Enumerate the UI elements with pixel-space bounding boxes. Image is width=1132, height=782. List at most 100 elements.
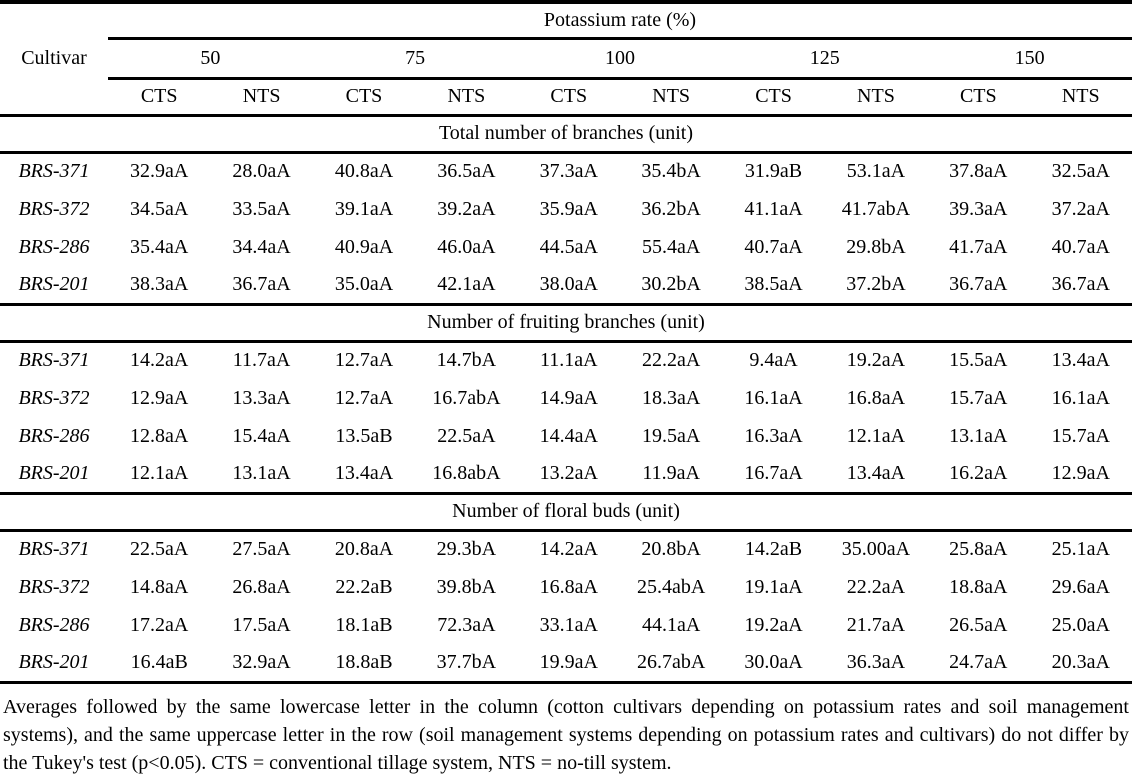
- value-cell: 22.2aA: [846, 575, 906, 598]
- potassium-rate-header: Potassium rate (%): [108, 2, 1132, 40]
- value-cell: 14.2aA: [130, 349, 189, 372]
- value-cell: 25.1aA: [1051, 538, 1110, 561]
- cultivar-cell: BRS-371: [18, 538, 90, 561]
- cultivar-cell: BRS-201: [18, 461, 90, 484]
- value-cell: 12.7aA: [334, 386, 394, 409]
- rate-header-100: 100: [517, 38, 723, 80]
- system-header-nts-100: NTS: [619, 78, 723, 117]
- value-cell: 12.9aA: [1051, 461, 1110, 484]
- value-cell: 19.1aA: [744, 575, 803, 598]
- value-cell: 25.8aA: [949, 538, 1008, 561]
- cultivar-cell: BRS-201: [18, 272, 90, 295]
- value-cell: 37.2bA: [846, 272, 906, 295]
- value-cell: 36.3aA: [824, 644, 928, 684]
- value-cell: 37.3aA: [539, 160, 598, 183]
- section-title-row: Number of floral buds (unit): [0, 491, 1132, 532]
- value-cell: 17.2aA: [130, 613, 189, 636]
- system-header-cts-75: CTS: [312, 78, 416, 117]
- value-cell: 16.7abA: [432, 386, 501, 409]
- value-cell: 44.5aA: [539, 235, 598, 258]
- cultivar-cell: BRS-371: [18, 160, 90, 183]
- section-title: Total number of branches (unit): [0, 113, 1132, 154]
- rate-header-50: 50: [108, 38, 313, 80]
- cultivar-cell: BRS-371: [18, 349, 90, 372]
- value-cell: 15.7aA: [949, 386, 1008, 409]
- value-cell: 35.9aA: [539, 197, 598, 220]
- cultivar-cell: BRS-372: [18, 386, 90, 409]
- value-cell: 37.8aA: [949, 160, 1008, 183]
- value-cell: 19.2aA: [846, 349, 906, 372]
- value-cell: 17.5aA: [232, 613, 291, 636]
- value-cell: 11.9aA: [642, 461, 700, 484]
- value-cell: 12.7aA: [334, 349, 394, 372]
- value-cell: 72.3aA: [437, 613, 496, 636]
- value-cell: 12.9aA: [130, 386, 189, 409]
- value-cell: 9.4aA: [749, 349, 798, 372]
- cultivar-cell: BRS-286: [18, 613, 90, 636]
- value-cell: 39.8bA: [436, 575, 497, 598]
- table-row: BRS-372 12.9aA 13.3aA 12.7aA 16.7abA 14.9aA 18…: [0, 379, 1132, 417]
- value-cell: 32.9aA: [130, 160, 189, 183]
- value-cell: 28.0aA: [232, 160, 291, 183]
- cultivar-cell: BRS-201: [0, 644, 108, 684]
- table-header: Cultivar Potassium rate (%) 50 75 100 125 150 C…: [0, 2, 1132, 117]
- value-cell: 12.1aA: [846, 424, 906, 447]
- value-cell: 16.2aA: [949, 461, 1008, 484]
- rate-header-125: 125: [722, 38, 928, 80]
- data-table: Cultivar Potassium rate (%) 50 75 100 125 150 C…: [0, 0, 1132, 684]
- table-row: BRS-372 34.5aA 33.5aA 39.1aA 39.2aA 35.9aA 36.…: [0, 190, 1132, 228]
- value-cell: 33.5aA: [232, 197, 291, 220]
- value-cell: 16.1aA: [744, 386, 803, 409]
- section-title-row: Total number of branches (unit): [0, 113, 1132, 154]
- value-cell: 15.5aA: [949, 349, 1008, 372]
- value-cell: 35.00aA: [841, 538, 911, 561]
- table-row: BRS-371 32.9aA 28.0aA 40.8aA 36.5aA 37.3aA 35.…: [0, 152, 1132, 190]
- value-cell: 41.1aA: [744, 197, 803, 220]
- value-cell: 26.8aA: [232, 575, 291, 598]
- value-cell: 13.4aA: [334, 461, 394, 484]
- value-cell: 14.7bA: [436, 349, 497, 372]
- value-cell: 11.7aA: [232, 349, 291, 372]
- table-row: BRS-372 14.8aA 26.8aA 22.2aB 39.8bA 16.8aA 25.…: [0, 568, 1132, 606]
- system-header-nts-125: NTS: [824, 78, 928, 117]
- value-cell: 37.2aA: [1051, 197, 1110, 220]
- value-cell: 15.4aA: [232, 424, 291, 447]
- value-cell: 42.1aA: [437, 272, 496, 295]
- table-row: BRS-371 22.5aA 27.5aA 20.8aA 29.3bA 14.2aA 20.…: [0, 530, 1132, 568]
- value-cell: 29.8bA: [846, 235, 906, 258]
- system-header-cts-50: CTS: [108, 78, 211, 117]
- value-cell: 55.4aA: [641, 235, 701, 258]
- value-cell: 46.0aA: [437, 235, 496, 258]
- value-cell: 39.3aA: [949, 197, 1008, 220]
- value-cell: 40.7aA: [1051, 235, 1110, 258]
- cultivar-cell: BRS-372: [18, 575, 90, 598]
- cultivar-cell: BRS-286: [18, 235, 90, 258]
- table-row: BRS-286 17.2aA 17.5aA 18.1aB 72.3aA 33.1aA 44.…: [0, 606, 1132, 644]
- value-cell: 13.4aA: [846, 461, 906, 484]
- value-cell: 34.4aA: [232, 235, 291, 258]
- section-title-row: Number of fruiting branches (unit): [0, 302, 1132, 343]
- value-cell: 29.3bA: [436, 538, 497, 561]
- table-row: BRS-371 14.2aA 11.7aA 12.7aA 14.7bA 11.1aA 22.…: [0, 341, 1132, 379]
- value-cell: 41.7aA: [949, 235, 1008, 258]
- cultivar-cell: BRS-286: [18, 424, 90, 447]
- value-cell: 13.5aB: [335, 424, 393, 447]
- value-cell: 26.5aA: [949, 613, 1008, 636]
- value-cell: 25.4abA: [636, 575, 706, 598]
- value-cell: 37.7bA: [415, 644, 518, 684]
- value-cell: 33.1aA: [539, 613, 598, 636]
- table-body: Total number of branches (unit) BRS-371 32…: [0, 113, 1132, 684]
- value-cell: 16.4aB: [108, 644, 211, 684]
- value-cell: 16.3aA: [744, 424, 803, 447]
- value-cell: 14.2aA: [539, 538, 598, 561]
- value-cell: 40.7aA: [744, 235, 803, 258]
- value-cell: 38.3aA: [130, 272, 189, 295]
- value-cell: 14.4aA: [539, 424, 598, 447]
- value-cell: 19.9aA: [517, 644, 620, 684]
- value-cell: 36.7aA: [949, 272, 1008, 295]
- value-cell: 34.5aA: [130, 197, 189, 220]
- value-cell: 14.9aA: [539, 386, 598, 409]
- value-cell: 39.1aA: [334, 197, 394, 220]
- value-cell: 11.1aA: [539, 349, 598, 372]
- system-header-cts-100: CTS: [517, 78, 620, 117]
